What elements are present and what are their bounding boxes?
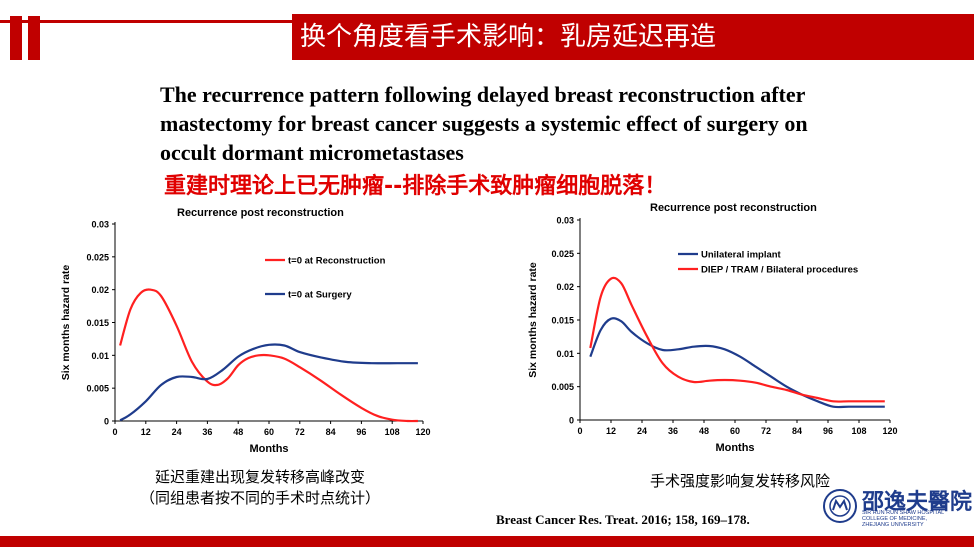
x-tick-label: 60 bbox=[264, 427, 274, 437]
hospital-name-cn: 邵逸夫醫院 bbox=[862, 489, 973, 515]
x-tick-label: 120 bbox=[882, 426, 897, 436]
left-caption-line2: （同组患者按不同的手术时点统计） bbox=[139, 489, 380, 507]
legend-label: Unilateral implant bbox=[701, 250, 782, 261]
x-tick-label: 36 bbox=[202, 427, 212, 437]
y-tick-label: 0 bbox=[104, 417, 109, 427]
y-tick-label: 0.015 bbox=[86, 318, 109, 328]
x-tick-label: 108 bbox=[385, 427, 400, 437]
decor-bar-2 bbox=[28, 16, 40, 60]
x-tick-label: 48 bbox=[699, 426, 709, 436]
hospital-name-en: SIR RUN RUN SHAW HOSPITAL COLLEGE OF MED… bbox=[862, 510, 944, 528]
x-tick-label: 96 bbox=[823, 426, 833, 436]
x-tick-label: 48 bbox=[233, 427, 243, 437]
y-tick-label: 0.01 bbox=[91, 351, 109, 361]
chinese-highlight: 重建时理论上已无肿瘤--排除手术致肿瘤细胞脱落！ bbox=[164, 174, 667, 199]
hospital-name-en-line: COLLEGE OF MEDICINE, bbox=[862, 516, 928, 522]
x-tick-label: 120 bbox=[415, 427, 430, 437]
y-tick-label: 0.005 bbox=[86, 384, 109, 394]
x-tick-label: 108 bbox=[851, 426, 866, 436]
x-tick-label: 0 bbox=[577, 426, 582, 436]
right-chart: Recurrence post reconstruction 0 0.005 0.01… bbox=[527, 202, 898, 454]
x-tick-label: 12 bbox=[606, 426, 616, 436]
reference-citation: Breast Cancer Res. Treat. 2016; 158, 169… bbox=[496, 512, 750, 527]
x-axis-label: Months bbox=[715, 442, 754, 454]
x-tick-label: 24 bbox=[172, 427, 182, 437]
y-axis-label: Six months hazard rate bbox=[60, 265, 72, 381]
hospital-name-en-line: SIR RUN RUN SHAW HOSPITAL bbox=[862, 510, 945, 516]
y-tick-label: 0.025 bbox=[551, 249, 574, 259]
hospital-emblem-icon bbox=[823, 489, 857, 523]
x-tick-label: 36 bbox=[668, 426, 678, 436]
slide-title: 换个角度看手术影响：乳房延迟再造 bbox=[292, 14, 974, 60]
decor-bar-1 bbox=[10, 16, 22, 60]
x-tick-label: 60 bbox=[730, 426, 740, 436]
chart-title: Recurrence post reconstruction bbox=[650, 202, 817, 214]
y-tick-label: 0.025 bbox=[86, 252, 109, 262]
left-caption-line1: 延迟重建出现复发转移高峰改变 bbox=[154, 468, 365, 486]
right-caption: 手术强度影响复发转移风险 bbox=[649, 472, 830, 490]
bottom-red-bar bbox=[0, 536, 974, 547]
y-tick-label: 0.01 bbox=[556, 349, 574, 359]
series-line bbox=[119, 343, 418, 422]
y-axis-label: Six months hazard rate bbox=[527, 262, 539, 378]
x-tick-label: 0 bbox=[112, 427, 117, 437]
series-line bbox=[119, 288, 418, 423]
x-tick-label: 84 bbox=[792, 426, 802, 436]
y-tick-label: 0 bbox=[569, 416, 574, 426]
left-chart: Recurrence post reconstruction 0 0.005 0.01… bbox=[60, 207, 431, 455]
x-tick-label: 72 bbox=[295, 427, 305, 437]
legend-label: DIEP / TRAM / Bilateral procedures bbox=[701, 265, 858, 276]
hospital-name-en-line: ZHEJIANG UNIVERSITY bbox=[862, 522, 924, 528]
y-tick-label: 0.02 bbox=[556, 282, 574, 292]
x-tick-label: 84 bbox=[326, 427, 336, 437]
y-tick-label: 0.03 bbox=[556, 216, 574, 226]
chart-title: Recurrence post reconstruction bbox=[177, 207, 344, 219]
legend-label: t=0 at Surgery bbox=[288, 290, 352, 301]
series-line bbox=[589, 317, 885, 409]
legend-label: t=0 at Reconstruction bbox=[288, 256, 386, 267]
y-tick-label: 0.005 bbox=[551, 382, 574, 392]
left-caption: 延迟重建出现复发转移高峰改变 （同组患者按不同的手术时点统计） bbox=[110, 466, 410, 508]
x-tick-label: 72 bbox=[761, 426, 771, 436]
x-tick-label: 12 bbox=[141, 427, 151, 437]
series-line bbox=[589, 276, 885, 403]
x-tick-label: 24 bbox=[637, 426, 647, 436]
english-statement: The recurrence pattern following delayed… bbox=[160, 82, 808, 165]
y-tick-label: 0.02 bbox=[91, 285, 109, 295]
y-tick-label: 0.015 bbox=[551, 316, 574, 326]
x-tick-label: 96 bbox=[356, 427, 366, 437]
y-tick-label: 0.03 bbox=[91, 220, 109, 230]
hospital-logo: 邵逸夫醫院 SIR RUN RUN SHAW HOSPITAL COLLEGE … bbox=[820, 480, 973, 534]
x-axis-label: Months bbox=[249, 443, 288, 455]
